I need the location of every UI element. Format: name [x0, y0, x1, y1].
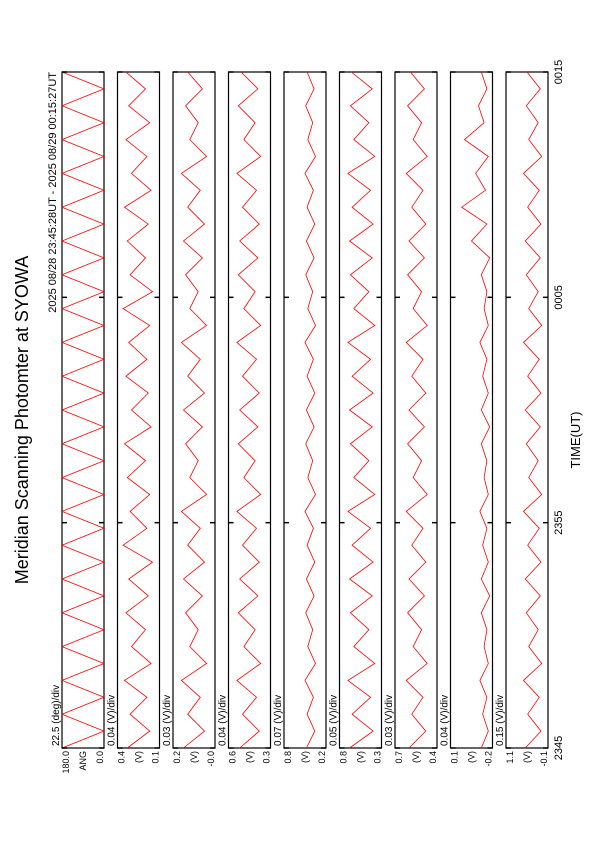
data-line	[522, 71, 543, 749]
x-tick-label: 0015	[553, 60, 565, 84]
data-line	[236, 71, 262, 749]
y-tick-label: 180.0	[61, 751, 71, 774]
data-line	[405, 71, 428, 749]
y-tick-label: 0.3	[373, 751, 383, 764]
panel-frame	[394, 71, 438, 749]
y-tick-label: 0.0	[95, 751, 105, 764]
y-axis-label: (V)	[189, 751, 199, 763]
y-tick-label: 0.2	[172, 751, 182, 764]
y-tick-label: 0.6	[228, 751, 238, 764]
panel-frame	[227, 71, 272, 749]
rotated-figure: Meridian Scanning Photomter at SYOWA 202…	[12, 60, 583, 774]
chart-title: Meridian Scanning Photomter at SYOWA	[12, 256, 32, 584]
y-tick-label: 0.8	[339, 751, 349, 764]
scale-label: 0.03 (V)/div	[162, 695, 173, 746]
y-tick-label: 0.3	[262, 751, 272, 764]
x-tick-label: 2345	[553, 736, 565, 760]
scale-label: 0.04 (V)/div	[440, 695, 451, 746]
data-line	[60, 71, 106, 749]
scale-label: 0.05 (V)/div	[329, 695, 340, 746]
y-axis-label: (V)	[467, 751, 477, 763]
chart-subtitle: 2025 08/28 23:45:28UT - 2025 08/29 00:15…	[47, 72, 59, 313]
scale-label: 0.15 (V)/div	[495, 695, 506, 746]
y-tick-label: 0.4	[117, 751, 127, 764]
panel-frame	[283, 71, 327, 749]
y-axis-label: (V)	[134, 751, 144, 763]
data-line	[347, 71, 376, 749]
y-tick-label: 1.1	[505, 751, 515, 764]
y-tick-label: -0.0	[206, 751, 216, 767]
y-tick-label: 0.7	[394, 751, 404, 764]
y-axis-label: (V)	[411, 751, 421, 763]
scale-label: 22.5 (deg)/div	[51, 685, 62, 746]
panel-frame	[449, 71, 494, 749]
panel-frame	[61, 71, 105, 749]
y-tick-label: 0.1	[450, 751, 460, 764]
y-tick-label: -0.2	[484, 751, 494, 767]
y-tick-label: 0.8	[283, 751, 293, 764]
panel-frame	[505, 71, 549, 749]
data-line	[304, 71, 316, 749]
y-tick-label: -0.1	[539, 751, 549, 767]
scale-label: 0.04 (V)/div	[218, 695, 229, 746]
scale-label: 0.07 (V)/div	[273, 695, 284, 746]
scale-label: 0.04 (V)/div	[107, 695, 118, 746]
data-line	[460, 71, 491, 749]
data-line	[180, 71, 208, 749]
x-axis-label: TIME(UT)	[568, 411, 583, 468]
y-axis-label: ANG	[78, 751, 88, 771]
panel-frame	[338, 71, 383, 749]
y-axis-label: (V)	[356, 751, 366, 763]
data-line	[122, 71, 154, 749]
x-tick-label: 0005	[553, 285, 565, 309]
y-tick-label: 0.2	[317, 751, 327, 764]
panel-frame	[116, 71, 161, 749]
y-tick-label: 0.1	[151, 751, 161, 764]
y-tick-label: 0.4	[428, 751, 438, 764]
y-axis-label: (V)	[300, 751, 310, 763]
panel-frame	[172, 71, 216, 749]
y-axis-label: (V)	[245, 751, 255, 763]
scale-label: 0.03 (V)/div	[384, 695, 395, 746]
x-tick-label: 2355	[553, 510, 565, 534]
y-axis-label: (V)	[522, 751, 532, 763]
